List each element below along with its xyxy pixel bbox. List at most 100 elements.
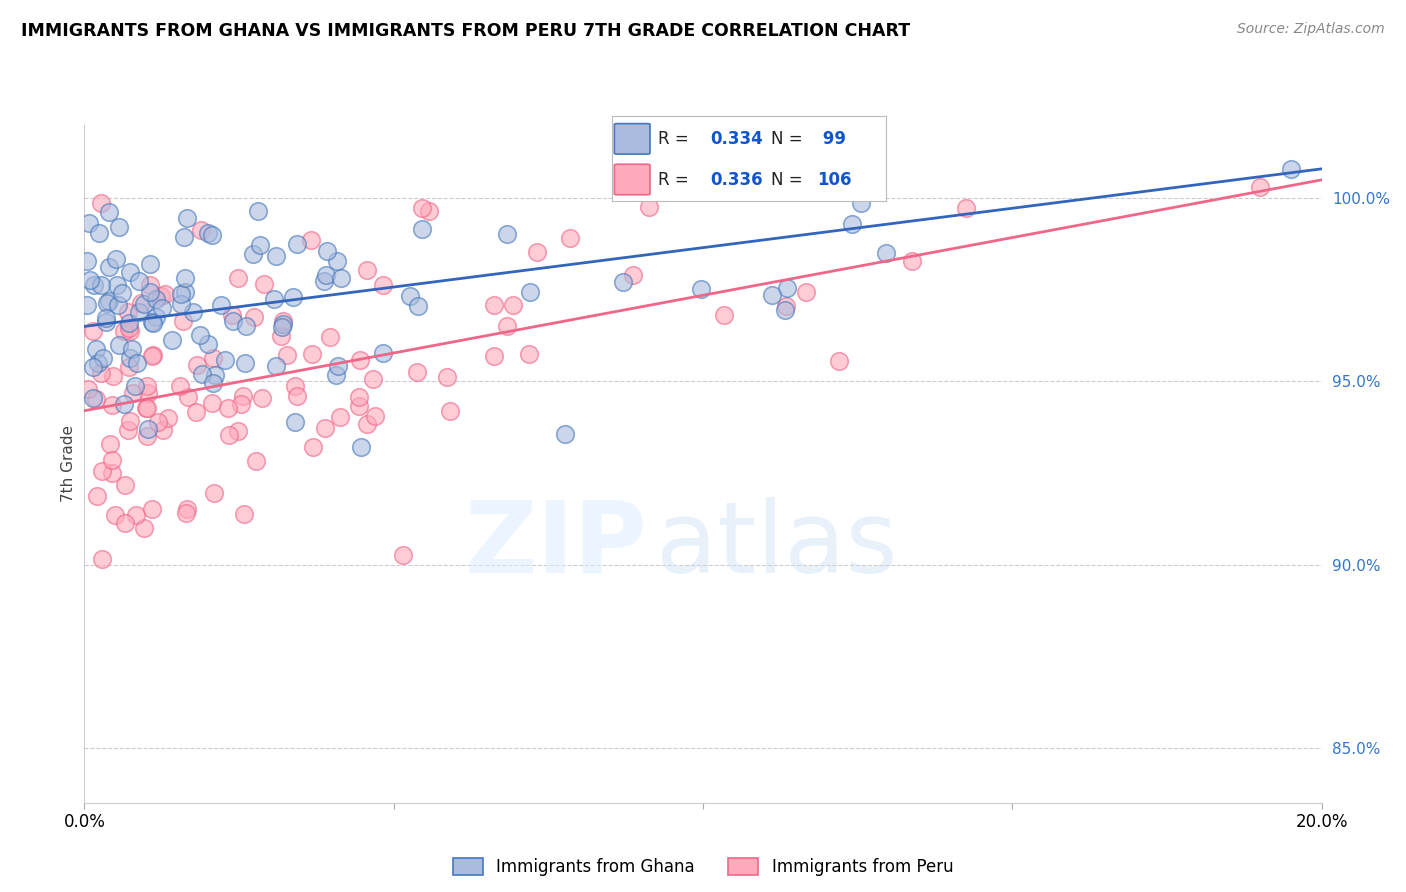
Point [301, 346, 323, 360]
Point [142, 348, 165, 362]
Point [90, 366, 112, 380]
Point [160, 333, 183, 347]
Point [326, 359, 349, 374]
Point [87, 356, 110, 370]
Point [519, 285, 541, 299]
Point [96, 296, 118, 310]
Point [172, 314, 194, 328]
Text: 0.336: 0.336 [710, 170, 763, 188]
Point [285, 389, 308, 403]
Point [271, 317, 294, 331]
Point [197, 226, 219, 240]
Point [713, 308, 735, 322]
Point [235, 318, 257, 333]
Text: R =: R = [658, 130, 695, 148]
Point [91, 351, 114, 365]
Point [142, 316, 165, 330]
Point [638, 200, 661, 214]
Point [347, 399, 370, 413]
Point [201, 227, 224, 242]
Point [482, 297, 505, 311]
Point [132, 521, 155, 535]
Point [176, 501, 198, 516]
Point [186, 358, 208, 372]
Point [141, 315, 163, 329]
Point [121, 342, 143, 356]
Text: R =: R = [658, 170, 695, 188]
Point [76, 254, 98, 268]
Point [114, 478, 136, 492]
Point [157, 411, 180, 425]
Point [177, 390, 200, 404]
Text: IMMIGRANTS FROM GHANA VS IMMIGRANTS FROM PERU 7TH GRADE CORRELATION CHART: IMMIGRANTS FROM GHANA VS IMMIGRANTS FROM… [21, 22, 910, 40]
Point [122, 386, 145, 401]
Point [145, 310, 167, 324]
Point [90, 551, 112, 566]
Point [363, 372, 385, 386]
Point [190, 223, 212, 237]
Point [314, 274, 336, 288]
Point [406, 365, 429, 379]
Point [689, 283, 711, 297]
Point [315, 268, 337, 283]
Point [221, 308, 243, 322]
Point [214, 352, 236, 367]
Point [184, 404, 207, 418]
Point [242, 246, 264, 260]
Point [128, 274, 150, 288]
Point [118, 359, 141, 374]
Point [79, 272, 101, 286]
Point [439, 404, 461, 418]
Point [118, 324, 141, 338]
Point [347, 390, 370, 404]
Point [249, 237, 271, 252]
Point [350, 440, 373, 454]
Point [146, 415, 169, 429]
Point [188, 328, 211, 343]
Point [794, 285, 817, 299]
Point [83, 278, 105, 293]
Point [299, 233, 322, 247]
Point [284, 415, 307, 429]
Point [86, 392, 108, 406]
Point [356, 263, 378, 277]
Point [761, 287, 783, 301]
Legend: Immigrants from Ghana, Immigrants from Peru: Immigrants from Ghana, Immigrants from P… [446, 851, 960, 882]
Point [150, 301, 173, 315]
Point [329, 409, 352, 424]
Point [174, 506, 197, 520]
Point [141, 349, 163, 363]
Point [766, 176, 789, 190]
Point [136, 422, 159, 436]
Y-axis label: 7th Grade: 7th Grade [60, 425, 76, 502]
Point [496, 227, 519, 241]
Point [775, 299, 797, 313]
Point [98, 260, 121, 274]
Point [482, 349, 505, 363]
Point [117, 304, 139, 318]
Point [117, 423, 139, 437]
Point [145, 292, 167, 306]
Point [243, 310, 266, 324]
Point [204, 368, 226, 382]
Point [226, 270, 249, 285]
Point [502, 298, 524, 312]
Point [125, 508, 148, 523]
Point [1279, 161, 1302, 176]
Point [141, 502, 163, 516]
Text: N =: N = [770, 170, 807, 188]
Point [100, 398, 122, 412]
Point [773, 302, 796, 317]
Point [128, 305, 150, 319]
Point [139, 285, 162, 300]
Point [112, 324, 135, 338]
Point [373, 345, 395, 359]
Point [325, 368, 347, 382]
Point [176, 211, 198, 225]
Point [851, 195, 873, 210]
Point [101, 368, 124, 383]
Point [118, 321, 141, 335]
Point [955, 202, 977, 216]
Point [373, 277, 395, 292]
Point [150, 289, 173, 303]
